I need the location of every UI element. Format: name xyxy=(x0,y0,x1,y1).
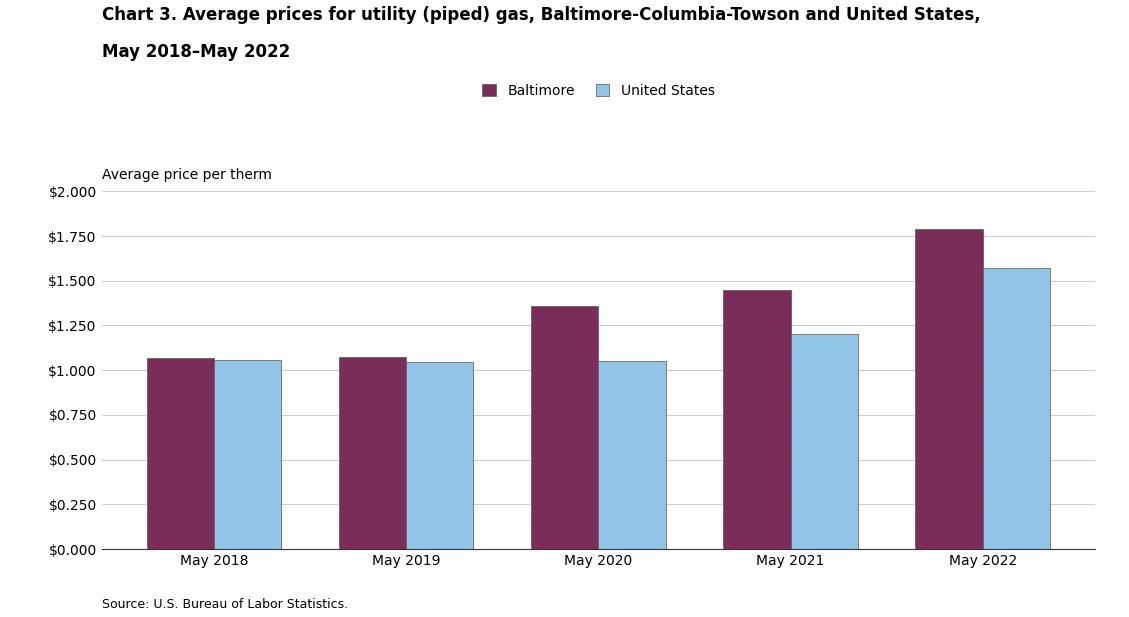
Text: May 2018–May 2022: May 2018–May 2022 xyxy=(102,43,290,61)
Bar xyxy=(147,358,215,549)
Text: Average price per therm: Average price per therm xyxy=(102,168,271,182)
Bar xyxy=(982,268,1050,549)
Text: Source: U.S. Bureau of Labor Statistics.: Source: U.S. Bureau of Labor Statistics. xyxy=(102,598,348,611)
Text: Chart 3. Average prices for utility (piped) gas, Baltimore-Columbia-Towson and U: Chart 3. Average prices for utility (pip… xyxy=(102,6,980,24)
Legend: Baltimore, United States: Baltimore, United States xyxy=(482,84,715,97)
Bar xyxy=(790,334,858,549)
Bar xyxy=(339,357,406,549)
Bar xyxy=(598,360,666,549)
Bar xyxy=(406,362,473,549)
Bar xyxy=(724,290,790,549)
Bar xyxy=(215,360,281,549)
Bar xyxy=(916,229,982,549)
Bar xyxy=(531,306,598,549)
